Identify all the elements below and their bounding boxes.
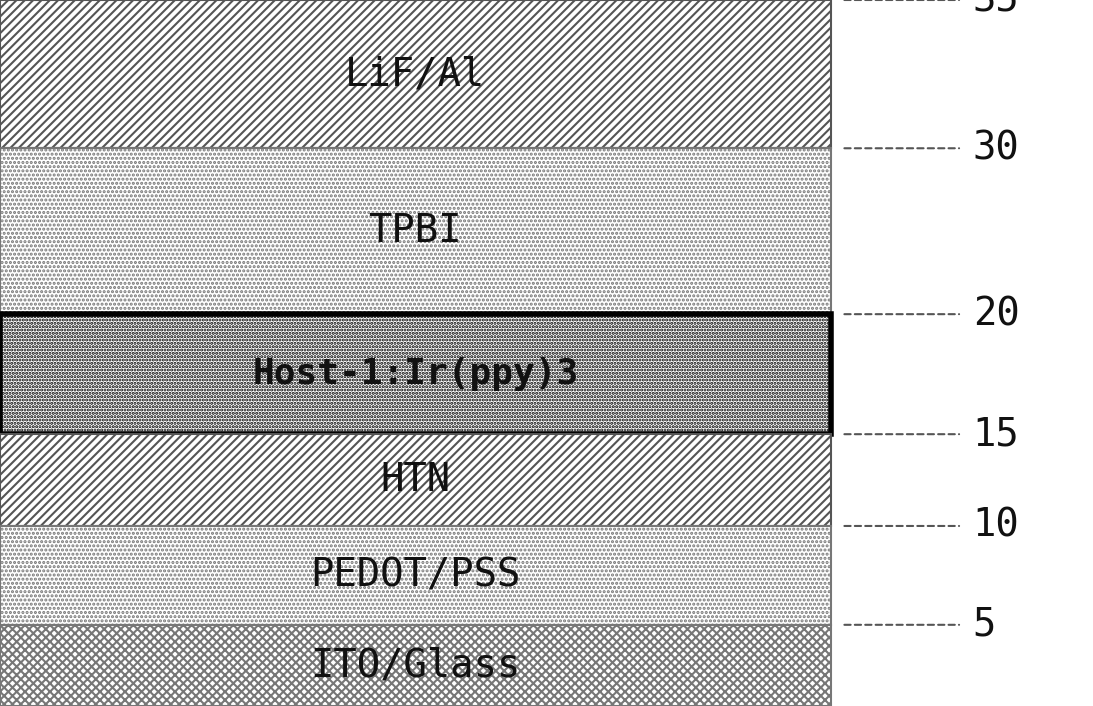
- Bar: [0, 434, 831, 526]
- Text: Host-1:Ir(ppy)3: Host-1:Ir(ppy)3: [252, 357, 578, 391]
- Text: 35: 35: [973, 0, 1020, 19]
- Text: LiF/Al: LiF/Al: [345, 55, 485, 93]
- Bar: [0, 0, 831, 148]
- Bar: [0, 625, 831, 706]
- Text: ITO/Glass: ITO/Glass: [310, 647, 520, 684]
- Text: 5: 5: [973, 606, 996, 644]
- Text: PEDOT/PSS: PEDOT/PSS: [310, 556, 520, 594]
- Text: 20: 20: [973, 295, 1020, 333]
- Bar: [0, 148, 831, 314]
- Text: 30: 30: [973, 129, 1020, 167]
- Text: TPBI: TPBI: [368, 213, 462, 250]
- Text: HTN: HTN: [380, 461, 450, 499]
- Text: 10: 10: [973, 507, 1020, 545]
- Text: 15: 15: [973, 415, 1020, 453]
- Bar: [0, 526, 831, 625]
- Bar: [0, 314, 831, 434]
